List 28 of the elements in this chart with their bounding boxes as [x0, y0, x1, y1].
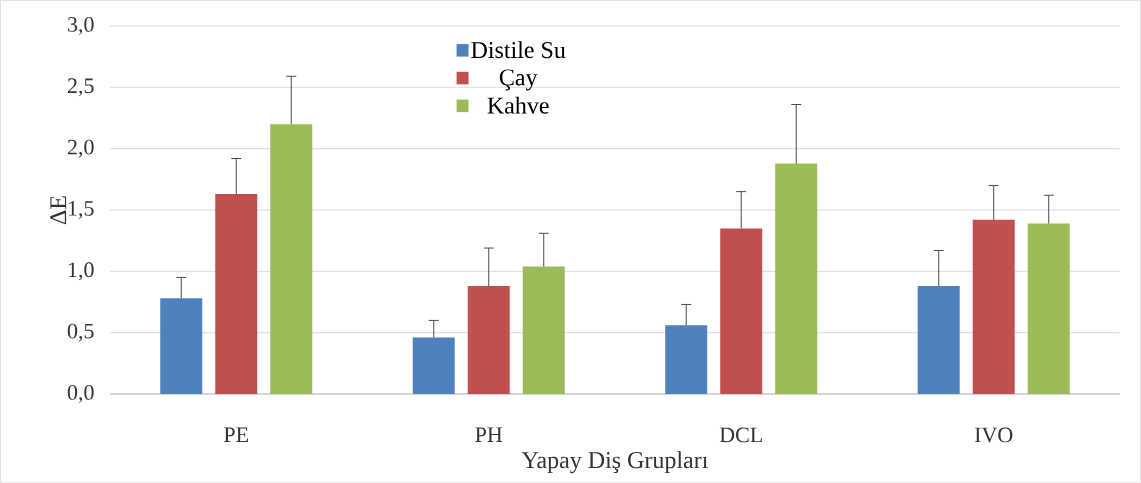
y-tick-label: 3,0 [68, 16, 94, 36]
bar [160, 298, 203, 394]
x-tick-label: IVO [974, 427, 1013, 443]
y-axis-title: ΔE [50, 196, 67, 225]
y-tick-label: 0,0 [67, 384, 94, 404]
bar [720, 228, 763, 394]
legend-label: Distile Su [471, 41, 566, 59]
x-tick-label: PE [224, 427, 248, 442]
y-tick-label: 1,5 [68, 201, 94, 219]
y-tick-label: 2,0 [67, 139, 94, 158]
x-axis-title: Yapay Diş Grupları [521, 451, 708, 474]
bar [270, 124, 313, 394]
legend-label: Kahve [487, 96, 549, 114]
bar [412, 337, 455, 394]
bar [775, 163, 818, 394]
y-tick-label: 0,5 [67, 323, 94, 342]
bar [467, 286, 510, 394]
legend-label: Çay [499, 69, 538, 91]
bar [1027, 223, 1070, 394]
x-tick-label: DCL [719, 427, 762, 443]
bar [215, 194, 258, 394]
bar [972, 219, 1015, 394]
bar [522, 266, 565, 394]
y-tick-label: 1,0 [68, 262, 94, 281]
x-tick-label: PH [475, 427, 503, 442]
bar [917, 286, 960, 394]
bar [665, 325, 708, 394]
y-tick-label: 2,5 [67, 78, 94, 97]
